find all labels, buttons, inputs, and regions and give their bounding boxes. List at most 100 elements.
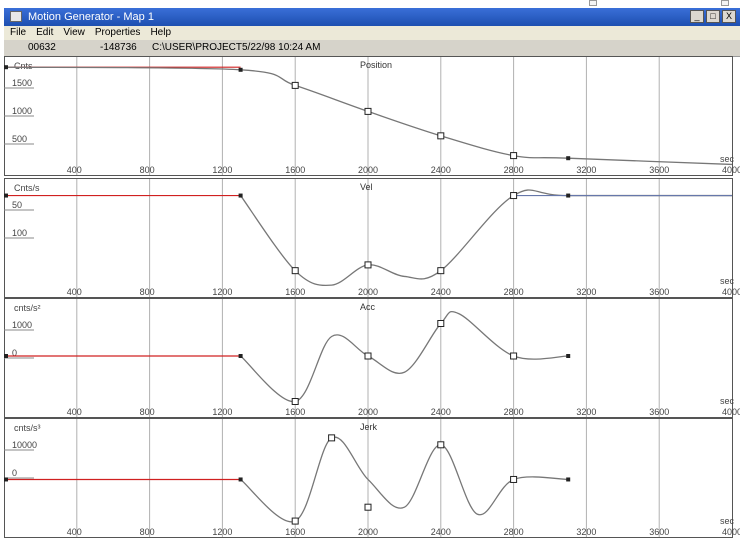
y-tick-label: 1000 xyxy=(12,320,32,330)
chart-panel-3: 400 800 1200 1600 2000 2400 2800 3200 3600 4000se… xyxy=(4,298,740,418)
x-tick-label: 400 xyxy=(67,165,82,175)
panel-title: Position xyxy=(360,60,392,70)
status-path: C:\USER\PROJECT xyxy=(152,42,243,53)
status-field-1: 00632 xyxy=(28,42,56,53)
keyframe-point xyxy=(566,477,571,482)
x-tick-label: 1200 xyxy=(212,407,232,417)
panel-title: Vel xyxy=(360,182,373,192)
keyframe-handle xyxy=(364,107,372,115)
x-tick-label: 400 xyxy=(67,527,82,537)
x-tick-label: 3200 xyxy=(576,527,596,537)
x-tick-label: 1200 xyxy=(212,527,232,537)
x-tick-label: 2800 xyxy=(504,287,524,297)
panel-title: Jerk xyxy=(360,422,378,432)
minimize-button[interactable]: _ xyxy=(690,10,704,23)
x-tick-label: 3600 xyxy=(649,287,669,297)
x-tick-label: 2800 xyxy=(504,407,524,417)
x-tick-label: 2000 xyxy=(358,407,378,417)
start-marker xyxy=(4,65,8,70)
chart-panel-1: 400 800 1200 1600 2000 2400 2800 3200 3600 4000se… xyxy=(4,56,740,176)
x-tick-label: 400 xyxy=(67,407,82,417)
x-tick-label: 3200 xyxy=(576,165,596,175)
window-title: Motion Generator - Map 1 xyxy=(28,11,154,23)
title-bar[interactable]: Motion Generator - Map 1 _ □ X xyxy=(4,8,740,26)
x-tick-label: 800 xyxy=(140,407,155,417)
keyframe-handle xyxy=(510,352,518,360)
desktop-icon xyxy=(721,0,729,6)
x-tick-label: 3600 xyxy=(649,527,669,537)
y-tick-label: 1000 xyxy=(12,106,32,116)
chart-panel-2: 400 800 1200 1600 2000 2400 2800 3200 3600 4000se… xyxy=(4,178,740,298)
keyframe-handle xyxy=(291,81,299,89)
keyframe-handle xyxy=(437,267,445,275)
start-marker xyxy=(4,354,8,358)
status-datetime: 5/22/98 10:24 AM xyxy=(242,42,321,53)
x-tick-label: 1200 xyxy=(212,165,232,175)
x-unit-label: sec xyxy=(720,396,735,406)
keyframe-point xyxy=(238,67,243,72)
y-tick-label: 500 xyxy=(12,134,27,144)
keyframe-point xyxy=(566,156,571,161)
status-bar: 00632 -148736 C:\USER\PROJECT 5/22/98 10… xyxy=(4,40,740,57)
x-tick-label: 2000 xyxy=(358,165,378,175)
x-tick-label: 2000 xyxy=(358,527,378,537)
x-tick-label: 2400 xyxy=(431,407,451,417)
chart-panel-4: 400 800 1200 1600 2000 2400 2800 3200 3600 4000se… xyxy=(4,418,740,538)
x-tick-label: 800 xyxy=(140,287,155,297)
y-tick-label: 0 xyxy=(12,468,17,478)
x-tick-label: 3200 xyxy=(576,287,596,297)
keyframe-handle xyxy=(437,441,445,449)
keyframe-handle xyxy=(328,434,336,442)
menu-file[interactable]: File xyxy=(10,27,27,38)
y-tick-label: 0 xyxy=(12,348,17,358)
keyframe-point xyxy=(566,354,571,358)
x-tick-label: 1600 xyxy=(285,527,305,537)
x-unit-label: sec xyxy=(720,276,735,286)
menu-bar: File Edit View Properties Help xyxy=(4,26,740,40)
keyframe-handle xyxy=(437,320,445,327)
keyframe-point xyxy=(238,193,243,198)
close-button[interactable]: X xyxy=(722,10,736,23)
keyframe-handle xyxy=(510,192,518,200)
x-unit-label: sec xyxy=(720,154,735,164)
start-marker xyxy=(4,193,8,198)
motion-profile-charts: 400 800 1200 1600 2000 2400 2800 3200 3600 4000se… xyxy=(4,56,740,538)
start-marker xyxy=(4,477,8,482)
x-tick-label: 2800 xyxy=(504,165,524,175)
keyframe-handle xyxy=(291,267,299,275)
x-tick-label: 800 xyxy=(140,527,155,537)
keyframe-point xyxy=(566,193,571,198)
menu-edit[interactable]: Edit xyxy=(36,27,54,38)
x-tick-label: 2000 xyxy=(358,287,378,297)
x-tick-label: 4000 xyxy=(722,527,740,537)
background-desktop-fragment xyxy=(589,0,739,8)
x-tick-label: 2400 xyxy=(431,527,451,537)
x-tick-label: 800 xyxy=(140,165,155,175)
y-axis-label: cnts/s³ xyxy=(14,423,41,433)
x-tick-label: 1600 xyxy=(285,287,305,297)
x-tick-label: 4000 xyxy=(722,165,740,175)
menu-properties[interactable]: Properties xyxy=(94,27,141,38)
panel-title: Acc xyxy=(360,302,376,312)
x-unit-label: sec xyxy=(720,516,735,526)
keyframe-handle xyxy=(364,503,372,511)
x-tick-label: 1600 xyxy=(285,165,305,175)
plot-area: 400 800 1200 1600 2000 2400 2800 3200 3600 4000 se… xyxy=(4,56,740,538)
y-axis-label: Cnts/s xyxy=(14,183,40,193)
x-tick-label: 400 xyxy=(67,287,82,297)
y-tick-label: 10000 xyxy=(12,440,37,450)
keyframe-handle xyxy=(291,398,299,405)
x-tick-label: 4000 xyxy=(722,287,740,297)
x-tick-label: 3600 xyxy=(649,407,669,417)
keyframe-handle xyxy=(291,517,299,525)
x-tick-label: 2400 xyxy=(431,165,451,175)
maximize-button[interactable]: □ xyxy=(706,10,720,23)
keyframe-handle xyxy=(510,475,518,483)
x-tick-label: 1600 xyxy=(285,407,305,417)
menu-view[interactable]: View xyxy=(63,27,85,38)
menu-help[interactable]: Help xyxy=(150,27,172,38)
y-axis-label: cnts/s² xyxy=(14,303,41,313)
y-axis-label: Cnts xyxy=(14,61,33,71)
y-tick-label: 50 xyxy=(12,200,22,210)
